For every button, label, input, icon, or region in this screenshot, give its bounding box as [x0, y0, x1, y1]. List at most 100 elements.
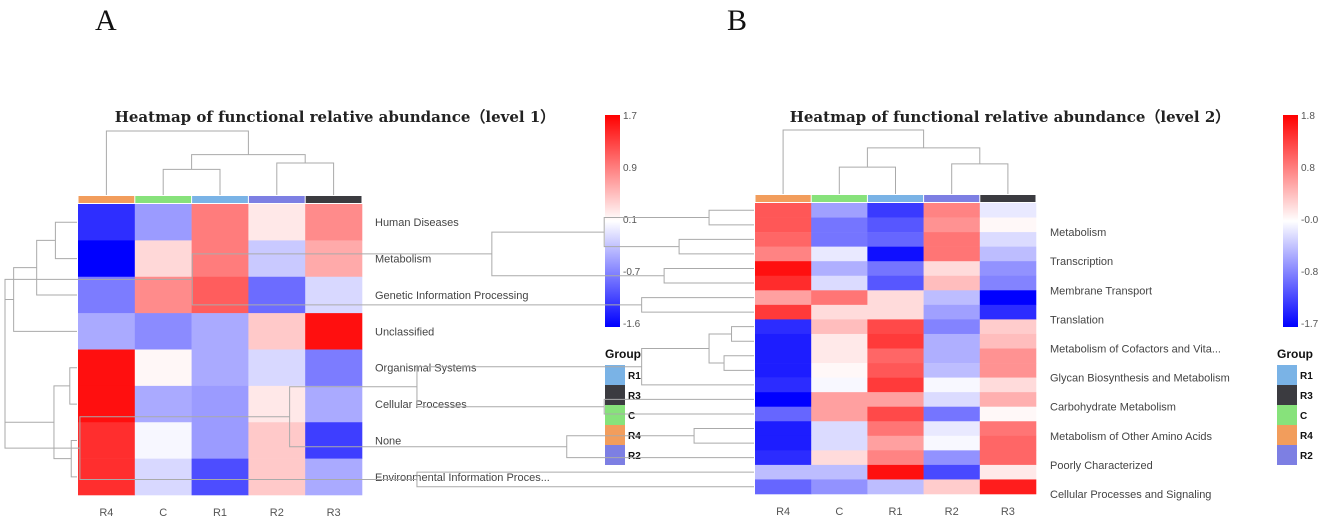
- heatmap-cell: [755, 450, 812, 466]
- colorbar: [1283, 115, 1298, 327]
- column-dendrogram-branch: [105, 130, 249, 195]
- column-dendrogram-branch: [782, 129, 925, 194]
- heatmap-cell: [134, 313, 192, 350]
- group-strip-r3: [980, 195, 1036, 202]
- heatmap-cell: [305, 276, 363, 314]
- heatmap-cell: [979, 319, 1037, 335]
- heatmap-cell: [979, 435, 1037, 451]
- heatmap-cell: [305, 240, 363, 278]
- heatmap-cell: [923, 450, 981, 466]
- heatmap-cell: [923, 319, 981, 335]
- heatmap-cell: [923, 261, 981, 277]
- heatmap-cell: [867, 261, 924, 277]
- row-label: Carbohydrate Metabolism: [1050, 402, 1176, 414]
- column-dendrogram-branch: [838, 166, 896, 194]
- heatmap-cell: [755, 203, 812, 218]
- heatmap-cell: [867, 304, 924, 320]
- heatmap-cell: [248, 313, 306, 350]
- group-strip-r1: [192, 196, 248, 203]
- heatmap-cell: [867, 275, 924, 291]
- group-legend-swatch: [1277, 385, 1297, 405]
- heatmap-cell: [979, 246, 1037, 262]
- heatmap-cell: [134, 276, 192, 314]
- heatmap-cell: [755, 333, 812, 349]
- row-dendrogram-branch: [708, 209, 754, 226]
- heatmap-cell: [248, 276, 306, 314]
- heatmap-cell: [755, 421, 812, 437]
- column-label: C: [159, 507, 167, 519]
- heatmap-cell: [78, 422, 136, 459]
- row-dendrogram-branch: [693, 428, 754, 444]
- row-dendrogram-branch: [13, 267, 77, 332]
- colorbar-tick: 0.1: [623, 215, 637, 226]
- heatmap-cell: [867, 217, 924, 233]
- heatmap-cell: [923, 246, 981, 262]
- heatmap-cell: [923, 232, 981, 247]
- heatmap-cell: [248, 422, 306, 459]
- heatmap-cell: [134, 204, 192, 241]
- column-dendrogram-branch: [191, 154, 306, 170]
- colorbar-tick: -0.0: [1301, 215, 1319, 226]
- heatmap-cell: [134, 458, 192, 496]
- heatmap-cell: [755, 479, 812, 495]
- group-legend-label: R4: [1300, 431, 1313, 442]
- column-label: R4: [776, 506, 790, 518]
- heatmap-cell: [811, 261, 868, 277]
- heatmap-cell: [755, 406, 812, 422]
- group-legend-swatch: [1277, 425, 1297, 445]
- row-dendrogram-branch: [36, 239, 77, 296]
- heatmap-cell: [923, 392, 981, 407]
- heatmap-cell: [811, 246, 868, 262]
- heatmap-cell: [979, 290, 1037, 306]
- heatmap-cell: [867, 246, 924, 262]
- heatmap-cell: [134, 422, 192, 459]
- heatmap-cell: [811, 232, 868, 247]
- heatmap-cell: [867, 333, 924, 349]
- group-legend-label: R2: [628, 451, 641, 462]
- group-legend-label: C: [1300, 411, 1307, 422]
- group-strip-r2: [924, 195, 980, 202]
- group-legend-swatch: [605, 365, 625, 385]
- heatmap-cell: [78, 240, 136, 278]
- heatmap-cell: [755, 319, 812, 335]
- heatmap-cell: [811, 348, 868, 364]
- panel-letter-a: A: [95, 4, 117, 37]
- heatmap-cell: [755, 232, 812, 247]
- row-label: Unclassified: [375, 326, 434, 338]
- group-strip-r2: [248, 196, 305, 203]
- colorbar-tick: 1.8: [1301, 111, 1315, 122]
- heatmap-cell: [755, 217, 812, 233]
- heatmap-cell: [923, 406, 981, 422]
- column-dendrogram-branch: [276, 162, 335, 195]
- heatmap-cell: [191, 349, 249, 387]
- row-dendrogram-branch: [4, 278, 193, 449]
- row-dendrogram-branch: [641, 297, 754, 313]
- group-legend-swatch: [1277, 405, 1297, 425]
- heatmap-cell: [867, 464, 924, 480]
- colorbar-tick: -0.8: [1301, 267, 1319, 278]
- heatmap-cell: [191, 313, 249, 350]
- row-dendrogram-branch: [603, 398, 754, 415]
- row-label: Genetic Information Processing: [375, 290, 528, 302]
- column-label: R1: [213, 507, 227, 519]
- heatmap-cell: [923, 435, 981, 451]
- row-dendrogram-branch: [566, 435, 754, 459]
- row-label: Metabolism of Cofactors and Vita...: [1050, 344, 1221, 356]
- heatmap-cell: [134, 240, 192, 278]
- heatmap-cell: [923, 290, 981, 306]
- heatmap-cell: [248, 240, 306, 278]
- heatmap-cell: [755, 435, 812, 451]
- row-dendrogram-branch: [641, 348, 754, 386]
- heatmap-cell: [78, 313, 136, 350]
- heatmap-cell: [923, 304, 981, 320]
- heatmap-cell: [305, 458, 363, 496]
- row-label: Metabolism of Other Amino Acids: [1050, 431, 1213, 443]
- row-dendrogram-branch: [731, 326, 754, 342]
- heatmap-cell: [979, 363, 1037, 378]
- row-label: Cellular Processes and Signaling: [1050, 489, 1211, 501]
- heatmap-cell: [191, 276, 249, 314]
- chart-title: Heatmap of functional relative abundance…: [790, 108, 1231, 126]
- group-strip-c: [135, 196, 192, 203]
- heatmap-cell: [979, 464, 1037, 480]
- heatmap-cell: [305, 204, 363, 241]
